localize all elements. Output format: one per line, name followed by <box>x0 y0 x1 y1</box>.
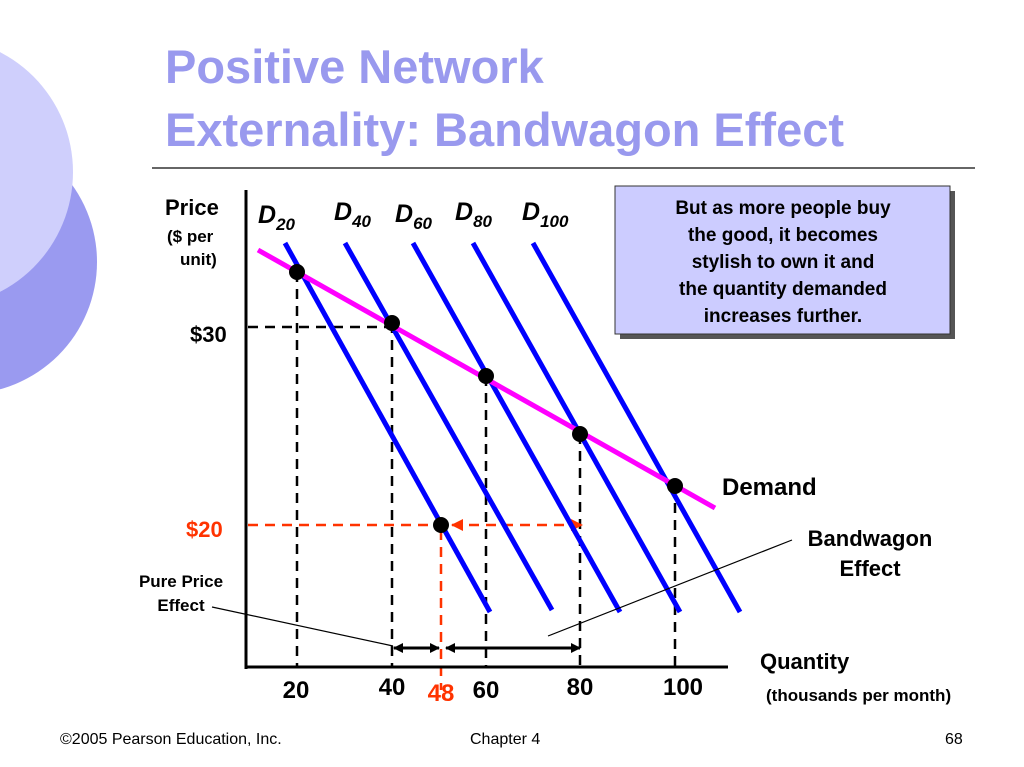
equilibrium-points <box>289 264 683 533</box>
bandwagon-label-2: Effect <box>839 556 901 581</box>
note-line: stylish to own it and <box>692 252 875 273</box>
x-tick-60: 60 <box>473 677 500 704</box>
note-line: But as more people buy <box>675 198 891 219</box>
point-pure-price <box>433 517 449 533</box>
curve-d60 <box>410 241 623 614</box>
label-d80: D80 <box>455 198 493 231</box>
demand-label: Demand <box>722 474 817 501</box>
y-axis-unit-2: unit) <box>180 250 217 269</box>
x-tick-40: 40 <box>379 674 406 701</box>
footer-page-number: 68 <box>945 731 963 748</box>
individual-demand-curves <box>282 241 743 614</box>
price-20-guides <box>248 519 583 690</box>
footer-chapter: Chapter 4 <box>470 731 540 748</box>
decor-circle-light <box>0 52 73 292</box>
curve-d100 <box>530 241 743 614</box>
point <box>478 368 494 384</box>
pure-price-label-1: Pure Price <box>139 572 223 591</box>
y-axis-unit-1: ($ per <box>167 227 214 246</box>
title-line-1: Positive Network <box>165 40 545 93</box>
x-tick-80: 80 <box>567 674 594 701</box>
point <box>384 315 400 331</box>
x-tick-100: 100 <box>663 674 703 701</box>
pure-price-label-2: Effect <box>157 596 205 615</box>
point <box>572 426 588 442</box>
footer-copyright: ©2005 Pearson Education, Inc. <box>60 731 282 748</box>
bandwagon-label-1: Bandwagon <box>808 526 933 551</box>
curve-d40 <box>342 241 555 612</box>
label-d20: D20 <box>258 201 296 234</box>
note-line: the quantity demanded <box>679 279 887 300</box>
note-line: increases further. <box>704 306 862 327</box>
x-axis-unit: (thousands per month) <box>766 686 951 705</box>
price-20-label: $20 <box>186 517 223 542</box>
x-axis-label: Quantity <box>760 649 850 674</box>
curve-labels: D20 D40 D60 D80 D100 <box>258 198 569 234</box>
curve-d20 <box>282 241 493 614</box>
y-axis-label: Price <box>165 195 219 220</box>
label-d40: D40 <box>334 198 372 231</box>
label-d60: D60 <box>395 200 433 233</box>
point <box>667 478 683 494</box>
x-tick-20: 20 <box>283 677 310 704</box>
price-30-label: $30 <box>190 322 227 347</box>
label-d100: D100 <box>522 198 569 231</box>
note-box <box>614 185 951 335</box>
x-tick-48: 48 <box>428 680 455 707</box>
title-line-2: Externality: Bandwagon Effect <box>165 103 844 156</box>
note-line: the good, it becomes <box>688 225 878 246</box>
callout-lines <box>211 539 793 647</box>
point <box>289 264 305 280</box>
